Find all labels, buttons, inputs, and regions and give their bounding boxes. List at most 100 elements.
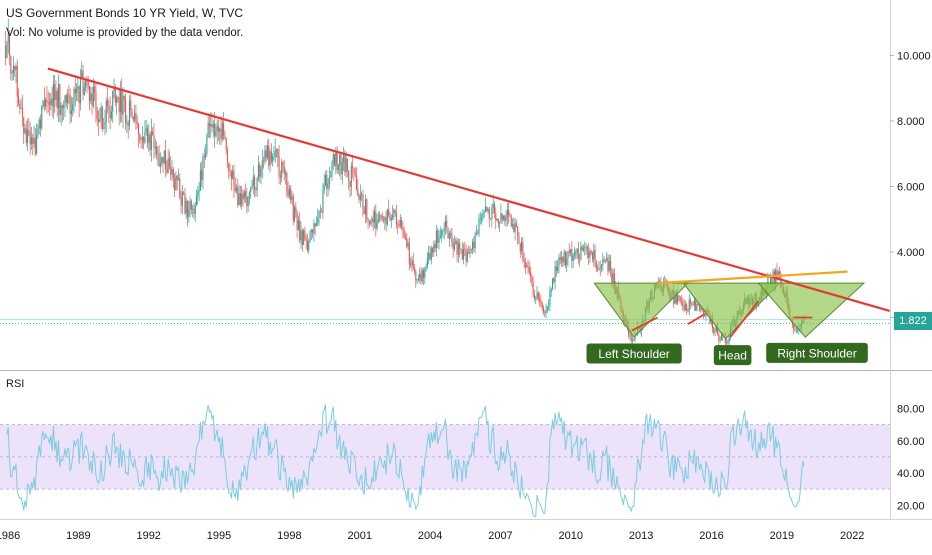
candle-body xyxy=(713,328,715,333)
candle-body xyxy=(536,292,538,299)
candle-body xyxy=(772,271,774,279)
candle-body xyxy=(125,98,127,124)
candle-body xyxy=(101,107,103,129)
time-axis-tick-label: 2001 xyxy=(348,530,372,542)
candle-body xyxy=(170,166,172,175)
candle-body xyxy=(237,187,239,206)
candle-body xyxy=(584,247,586,249)
candle-body xyxy=(700,307,702,310)
candle-body xyxy=(241,193,243,205)
candle-body xyxy=(328,176,330,184)
candle-body xyxy=(559,257,561,261)
candle-body xyxy=(464,248,466,250)
candle-body xyxy=(688,299,690,312)
pattern-triangle xyxy=(682,282,781,340)
candle-body xyxy=(530,272,532,277)
candle-body xyxy=(411,260,413,266)
candle-body xyxy=(492,203,494,208)
candle-body xyxy=(631,339,634,342)
candle-body xyxy=(580,246,582,260)
candle-body xyxy=(110,111,112,119)
candle-body xyxy=(194,205,196,215)
candle-body xyxy=(386,209,388,225)
candle-body xyxy=(166,168,168,173)
candle-body xyxy=(421,270,423,282)
candle-body xyxy=(403,230,405,237)
candle-body xyxy=(188,209,190,217)
candle-body xyxy=(318,210,320,218)
candle-body xyxy=(515,223,517,227)
candle-body xyxy=(272,156,274,162)
candle-body xyxy=(30,137,32,145)
candle-body xyxy=(63,104,65,108)
candle-body xyxy=(106,100,109,107)
candle-body xyxy=(682,301,684,306)
candle-body xyxy=(439,234,441,238)
candle-body xyxy=(522,241,524,260)
pattern-label: Head xyxy=(713,345,752,366)
candle-body xyxy=(346,158,348,171)
candle-body xyxy=(41,106,43,129)
candle-body xyxy=(432,247,434,253)
candle-body xyxy=(501,213,503,220)
candle-body xyxy=(261,160,263,168)
candle-body xyxy=(344,154,346,173)
candle-body xyxy=(190,200,192,210)
candle-body xyxy=(506,209,508,218)
rsi-axis-tick-label: 40.00 xyxy=(897,468,925,480)
candle-body xyxy=(235,187,238,192)
candle-body xyxy=(412,260,414,269)
candle-body xyxy=(197,191,199,196)
candle-body xyxy=(419,273,421,279)
candle-body xyxy=(594,250,596,263)
candle-body xyxy=(78,86,80,104)
candle-body xyxy=(128,100,131,126)
candle-body xyxy=(490,218,492,220)
candle-body xyxy=(488,208,490,219)
pattern-label-box xyxy=(586,343,682,364)
candle-body xyxy=(524,262,526,268)
candle-body xyxy=(611,270,613,283)
candle-body xyxy=(252,176,254,187)
candle-body xyxy=(180,197,182,206)
candle-body xyxy=(551,278,554,289)
candle-body xyxy=(263,160,265,162)
candle-body xyxy=(248,192,250,197)
candle-body xyxy=(460,248,462,250)
candle-body xyxy=(728,336,730,342)
candle-body xyxy=(140,139,142,141)
candle-body xyxy=(430,247,432,260)
candle-body xyxy=(203,156,205,158)
candle-body xyxy=(407,242,409,247)
candle-body xyxy=(185,200,187,214)
candle-body xyxy=(588,251,590,258)
candle-body xyxy=(399,219,401,227)
candle-body xyxy=(717,327,719,334)
candle-body xyxy=(24,128,26,134)
candle-body xyxy=(719,340,721,342)
candle-body xyxy=(292,196,294,221)
candle-body xyxy=(255,189,257,191)
candle-body xyxy=(452,242,454,250)
candle-body xyxy=(212,124,214,128)
candle-body xyxy=(413,268,416,272)
candle-body xyxy=(14,66,16,70)
candle-body xyxy=(372,218,374,222)
candle-body xyxy=(132,117,134,120)
candle-body xyxy=(496,218,498,221)
candle-body xyxy=(117,96,119,98)
rsi-line xyxy=(6,404,805,517)
candle-body xyxy=(275,149,278,151)
candle-body xyxy=(696,304,698,311)
candle-body xyxy=(193,208,195,215)
candle-body xyxy=(519,243,521,252)
candle-body xyxy=(303,230,305,245)
candle-body xyxy=(234,186,236,192)
candle-body xyxy=(96,110,98,120)
candle-body xyxy=(230,171,232,179)
candle-body xyxy=(441,230,443,235)
candle-body xyxy=(46,99,48,102)
candle-body xyxy=(698,304,701,310)
